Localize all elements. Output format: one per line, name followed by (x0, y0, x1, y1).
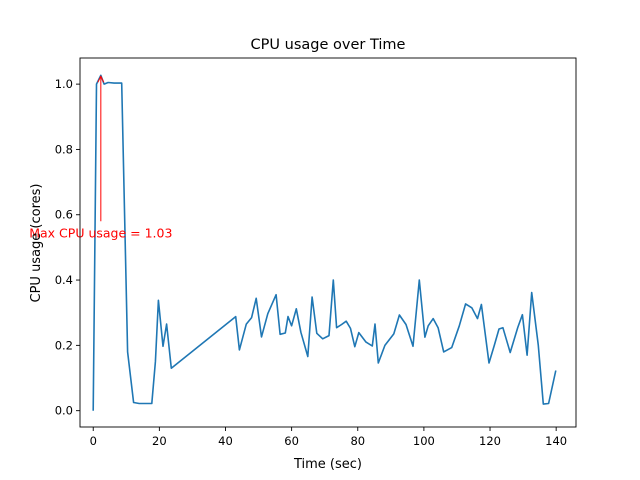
x-tick-label: 40 (218, 434, 233, 448)
series-line-cpu-usage (92, 74, 557, 411)
x-axis-label: Time (sec) (293, 457, 362, 472)
x-tick-label: 120 (479, 434, 501, 448)
annotation-layer: Max CPU usage = 1.03 (29, 75, 172, 240)
y-axis: 0.0 0.2 0.4 0.6 0.8 1.0 (55, 77, 80, 418)
y-tick-label: 0.8 (55, 142, 73, 156)
x-tick-label: 140 (545, 434, 567, 448)
y-tick-label: 0.0 (55, 404, 73, 418)
y-tick-label: 0.2 (55, 338, 73, 352)
annotation-arrow-head (97, 75, 105, 83)
y-tick-label: 0.6 (55, 208, 73, 222)
x-tick-label: 100 (413, 434, 435, 448)
x-tick-label: 60 (284, 434, 299, 448)
x-axis: 0 20 40 60 80 100 120 140 (90, 427, 567, 448)
series-layer (92, 74, 557, 411)
y-tick-label: 0.4 (55, 273, 73, 287)
chart-title: CPU usage over Time (251, 37, 406, 53)
x-tick-label: 20 (152, 434, 167, 448)
y-tick-label: 1.0 (55, 77, 73, 91)
x-tick-label: 0 (90, 434, 97, 448)
annotation-label: Max CPU usage = 1.03 (29, 225, 172, 240)
x-tick-label: 80 (350, 434, 365, 448)
axes-frame (79, 57, 577, 428)
y-axis-label: CPU usage (cores) (29, 184, 44, 303)
plot-area: Max CPU usage = 1.03 (29, 57, 577, 428)
